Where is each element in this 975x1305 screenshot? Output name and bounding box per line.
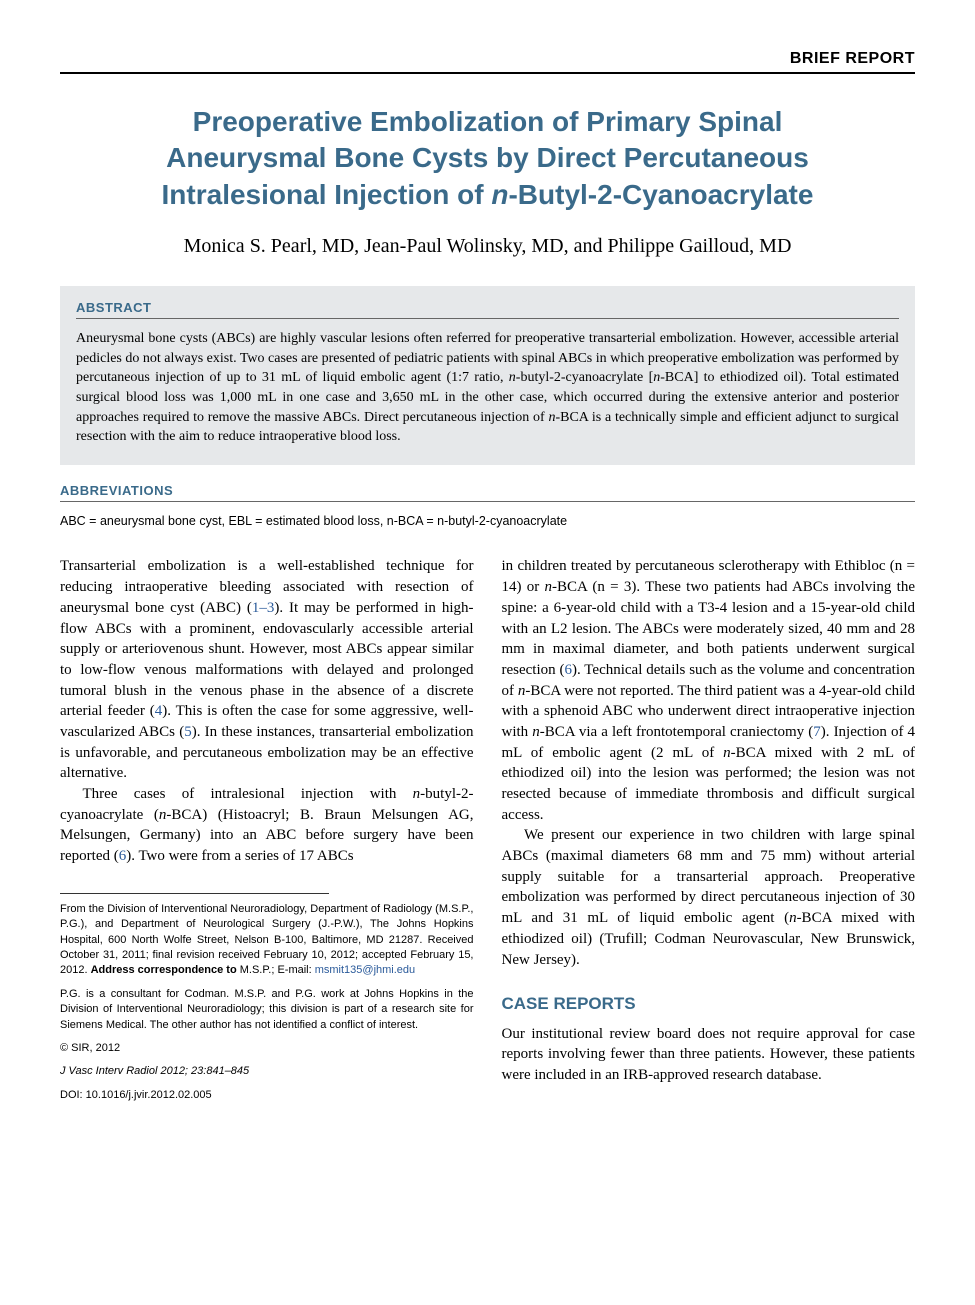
body-paragraph: We present our experience in two childre… (502, 825, 916, 970)
citation-link[interactable]: 6 (564, 662, 572, 678)
abstract-ital: n (509, 370, 516, 385)
article-title: Preoperative Embolization of Primary Spi… (60, 104, 915, 213)
title-line-3b: -Butyl-2-Cyanoacrylate (508, 179, 813, 210)
case-reports-paragraph: Our institutional review board does not … (502, 1024, 916, 1086)
abstract-span: -butyl-2-cyanoacrylate [ (516, 370, 653, 385)
text-span: -BCA via a left frontotemporal craniecto… (540, 724, 814, 740)
footnote-doi: DOI: 10.1016/j.jvir.2012.02.005 (60, 1088, 474, 1103)
email-link[interactable]: msmit135@jhmi.edu (315, 964, 415, 976)
citation-link[interactable]: 5 (184, 724, 192, 740)
body-columns: Transarterial embolization is a well-est… (60, 556, 915, 1111)
citation-link[interactable]: 1–3 (252, 600, 275, 616)
right-column: in children treated by percutaneous scle… (502, 556, 916, 1111)
case-reports-heading: CASE REPORTS (502, 992, 916, 1015)
title-line-3-ital: n (491, 179, 508, 210)
abstract-text: Aneurysmal bone cysts (ABCs) are highly … (76, 329, 899, 447)
ital-span: n (545, 579, 553, 595)
abbreviations-box: ABBREVIATIONS ABC = aneurysmal bone cyst… (60, 483, 915, 531)
ital-span: n (789, 910, 797, 926)
authors-line: Monica S. Pearl, MD, Jean-Paul Wolinsky,… (60, 235, 915, 258)
footnote-bold: Address correspondence to (91, 964, 237, 976)
body-paragraph: in children treated by percutaneous scle… (502, 556, 916, 825)
ital-span: n (723, 745, 731, 761)
body-paragraph: Three cases of intralesional injection w… (60, 784, 474, 867)
title-line-1: Preoperative Embolization of Primary Spi… (193, 106, 783, 137)
citation-link[interactable]: 7 (813, 724, 821, 740)
footnote-conflict: P.G. is a consultant for Codman. M.S.P. … (60, 987, 474, 1033)
title-line-3a: Intralesional Injection of (162, 179, 492, 210)
abbreviations-text: ABC = aneurysmal bone cyst, EBL = estima… (60, 512, 915, 531)
ital-span: n (532, 724, 540, 740)
text-span: ). It may be performed in high-flow ABCs… (60, 600, 474, 719)
abstract-box: ABSTRACT Aneurysmal bone cysts (ABCs) ar… (60, 286, 915, 465)
abstract-label: ABSTRACT (76, 300, 899, 319)
text-span: Three cases of intralesional injection w… (83, 786, 413, 802)
title-line-2: Aneurysmal Bone Cysts by Direct Percutan… (166, 142, 809, 173)
footnote-span: M.S.P.; E-mail: (237, 964, 315, 976)
left-column: Transarterial embolization is a well-est… (60, 556, 474, 1111)
footnote-affiliation: From the Division of Interventional Neur… (60, 902, 474, 979)
text-span: ). Two were from a series of 17 ABCs (126, 848, 353, 864)
body-paragraph: Transarterial embolization is a well-est… (60, 556, 474, 784)
footnote-rule (60, 893, 329, 894)
footnote-copyright: © SIR, 2012 (60, 1041, 474, 1056)
abbreviations-label: ABBREVIATIONS (60, 483, 915, 502)
footnote-journal: J Vasc Interv Radiol 2012; 23:841–845 (60, 1064, 474, 1079)
article-type-tag: BRIEF REPORT (60, 50, 915, 74)
